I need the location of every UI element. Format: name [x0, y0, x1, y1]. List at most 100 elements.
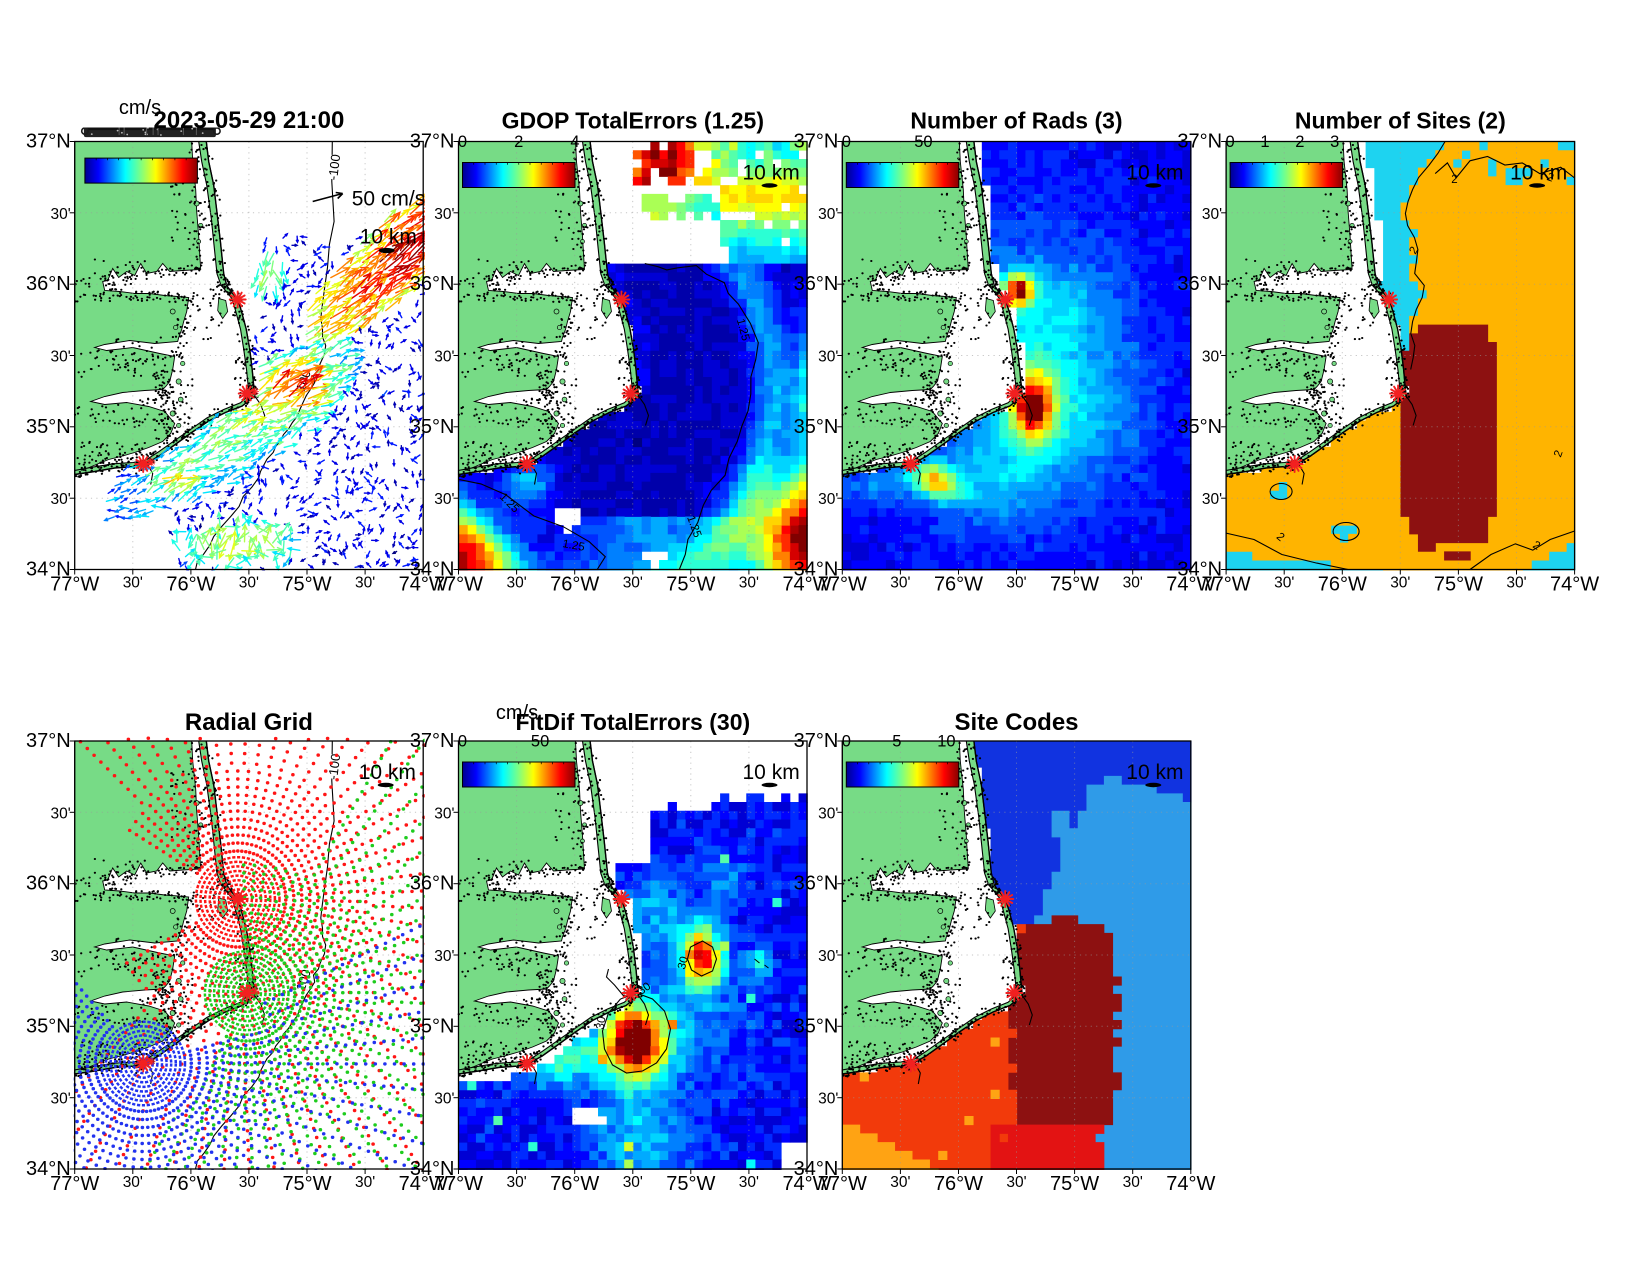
svg-text:30': 30': [1506, 575, 1526, 592]
svg-text:10 km: 10 km: [743, 761, 800, 784]
svg-text:36°N: 36°N: [1177, 273, 1222, 295]
svg-text:30': 30': [818, 805, 838, 822]
svg-text:30': 30': [1202, 349, 1222, 366]
svg-text:77°W: 77°W: [50, 574, 99, 596]
svg-text:30': 30': [355, 575, 375, 592]
svg-text:30': 30': [434, 1091, 454, 1108]
svg-text:30': 30': [50, 805, 70, 822]
svg-text:74°W: 74°W: [399, 1173, 448, 1195]
svg-text:37°N: 37°N: [26, 730, 71, 752]
svg-text:77°W: 77°W: [434, 1173, 483, 1195]
svg-text:10 km: 10 km: [1510, 162, 1567, 185]
svg-text:30': 30': [50, 206, 70, 223]
svg-text:74°W: 74°W: [1166, 1173, 1215, 1195]
svg-text:50 cm/s: 50 cm/s: [352, 188, 426, 211]
svg-text:Site Codes: Site Codes: [954, 709, 1078, 736]
svg-text:30': 30': [506, 575, 526, 592]
svg-text:34°N: 34°N: [410, 559, 455, 581]
svg-text:34°N: 34°N: [794, 559, 839, 581]
svg-text:76°W: 76°W: [166, 574, 215, 596]
svg-text:77°W: 77°W: [818, 574, 867, 596]
svg-text:30': 30': [818, 1091, 838, 1108]
svg-text:30': 30': [434, 491, 454, 508]
svg-text:FitDif TotalErrors (30): FitDif TotalErrors (30): [515, 709, 750, 735]
svg-text:cm/s: cm/s: [496, 702, 538, 724]
svg-text:35°N: 35°N: [794, 1015, 839, 1037]
svg-text:35°N: 35°N: [26, 416, 71, 438]
svg-text:1.25: 1.25: [734, 317, 751, 342]
svg-text:30': 30': [1202, 206, 1222, 223]
svg-text:30': 30': [818, 491, 838, 508]
svg-text:30': 30': [1006, 575, 1026, 592]
svg-text:30': 30': [355, 1174, 375, 1191]
svg-text:30': 30': [434, 805, 454, 822]
svg-text:74°W: 74°W: [1550, 574, 1599, 596]
svg-text:35°N: 35°N: [410, 1015, 455, 1037]
svg-text:37°N: 37°N: [410, 730, 455, 752]
svg-text:36°N: 36°N: [794, 873, 839, 895]
svg-text:37°N: 37°N: [794, 131, 839, 153]
svg-text:76°W: 76°W: [934, 1173, 983, 1195]
svg-text:75°W: 75°W: [1050, 574, 1099, 596]
svg-text:Radial Grid: Radial Grid: [185, 709, 313, 736]
svg-text:76°W: 76°W: [550, 1173, 599, 1195]
svg-text:30': 30': [739, 575, 759, 592]
svg-text:35°N: 35°N: [26, 1015, 71, 1037]
svg-text:34°N: 34°N: [26, 559, 71, 581]
svg-text:37°N: 37°N: [410, 131, 455, 153]
svg-text:74°W: 74°W: [399, 574, 448, 596]
svg-text:34°N: 34°N: [1177, 559, 1222, 581]
svg-text:35°N: 35°N: [794, 416, 839, 438]
svg-text:30': 30': [239, 575, 259, 592]
svg-text:76°W: 76°W: [550, 574, 599, 596]
svg-text:37°N: 37°N: [794, 730, 839, 752]
svg-text:30': 30': [818, 948, 838, 965]
svg-text:30': 30': [1202, 491, 1222, 508]
svg-text:34°N: 34°N: [794, 1158, 839, 1180]
svg-text:cm/s: cm/s: [119, 97, 161, 119]
svg-text:30': 30': [434, 948, 454, 965]
svg-text:1.25: 1.25: [561, 538, 585, 554]
svg-text:2: 2: [1545, 171, 1555, 184]
svg-text:75°W: 75°W: [282, 574, 331, 596]
svg-text:30': 30': [50, 1091, 70, 1108]
svg-text:30': 30': [434, 206, 454, 223]
svg-text:75°W: 75°W: [282, 1173, 331, 1195]
svg-text:10 km: 10 km: [1126, 162, 1183, 185]
svg-text:30': 30': [1390, 575, 1410, 592]
svg-text:36°N: 36°N: [26, 273, 71, 295]
svg-text:34°N: 34°N: [410, 1158, 455, 1180]
svg-text:30': 30': [123, 1174, 143, 1191]
svg-text:Number of Sites (2): Number of Sites (2): [1295, 108, 1506, 134]
svg-text:37°N: 37°N: [1177, 131, 1222, 153]
svg-text:30': 30': [890, 1174, 910, 1191]
svg-text:30': 30': [1274, 575, 1294, 592]
svg-text:10 km: 10 km: [359, 761, 416, 784]
svg-text:30': 30': [123, 575, 143, 592]
svg-text:74°W: 74°W: [782, 574, 831, 596]
svg-text:37°N: 37°N: [26, 131, 71, 153]
svg-text:36°N: 36°N: [26, 873, 71, 895]
svg-text:75°W: 75°W: [666, 574, 715, 596]
svg-text:2: 2: [1451, 174, 1457, 186]
svg-text:35°N: 35°N: [410, 416, 455, 438]
svg-text:30: 30: [676, 955, 691, 970]
svg-text:77°W: 77°W: [434, 574, 483, 596]
svg-text:30': 30': [50, 948, 70, 965]
svg-text:30': 30': [1006, 1174, 1026, 1191]
svg-text:30': 30': [50, 491, 70, 508]
svg-text:10 km: 10 km: [743, 162, 800, 185]
svg-text:30': 30': [739, 1174, 759, 1191]
svg-text:76°W: 76°W: [934, 574, 983, 596]
svg-text:30': 30': [818, 349, 838, 366]
svg-text:36°N: 36°N: [410, 873, 455, 895]
svg-text:75°W: 75°W: [1434, 574, 1483, 596]
svg-text:30': 30': [434, 349, 454, 366]
svg-text:30: 30: [594, 1016, 608, 1031]
svg-text:75°W: 75°W: [666, 1173, 715, 1195]
svg-text:2023-05-29 21:00: 2023-05-29 21:00: [153, 107, 344, 134]
svg-text:74°W: 74°W: [782, 1173, 831, 1195]
svg-text:77°W: 77°W: [818, 1173, 867, 1195]
svg-text:35°N: 35°N: [1177, 416, 1222, 438]
svg-text:74°W: 74°W: [1166, 574, 1215, 596]
